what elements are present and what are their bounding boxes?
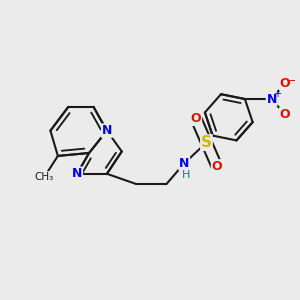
Text: O: O [280,108,290,121]
Text: N: N [72,167,83,180]
Text: O: O [212,160,222,173]
Text: O: O [191,112,201,125]
Text: −: − [287,76,296,85]
Text: H: H [182,170,190,180]
Text: N: N [102,124,112,137]
Text: N: N [266,92,277,106]
Text: O: O [280,77,290,90]
Text: +: + [273,89,281,99]
Text: S: S [201,135,212,150]
Text: CH₃: CH₃ [35,172,54,182]
Text: N: N [179,157,189,170]
